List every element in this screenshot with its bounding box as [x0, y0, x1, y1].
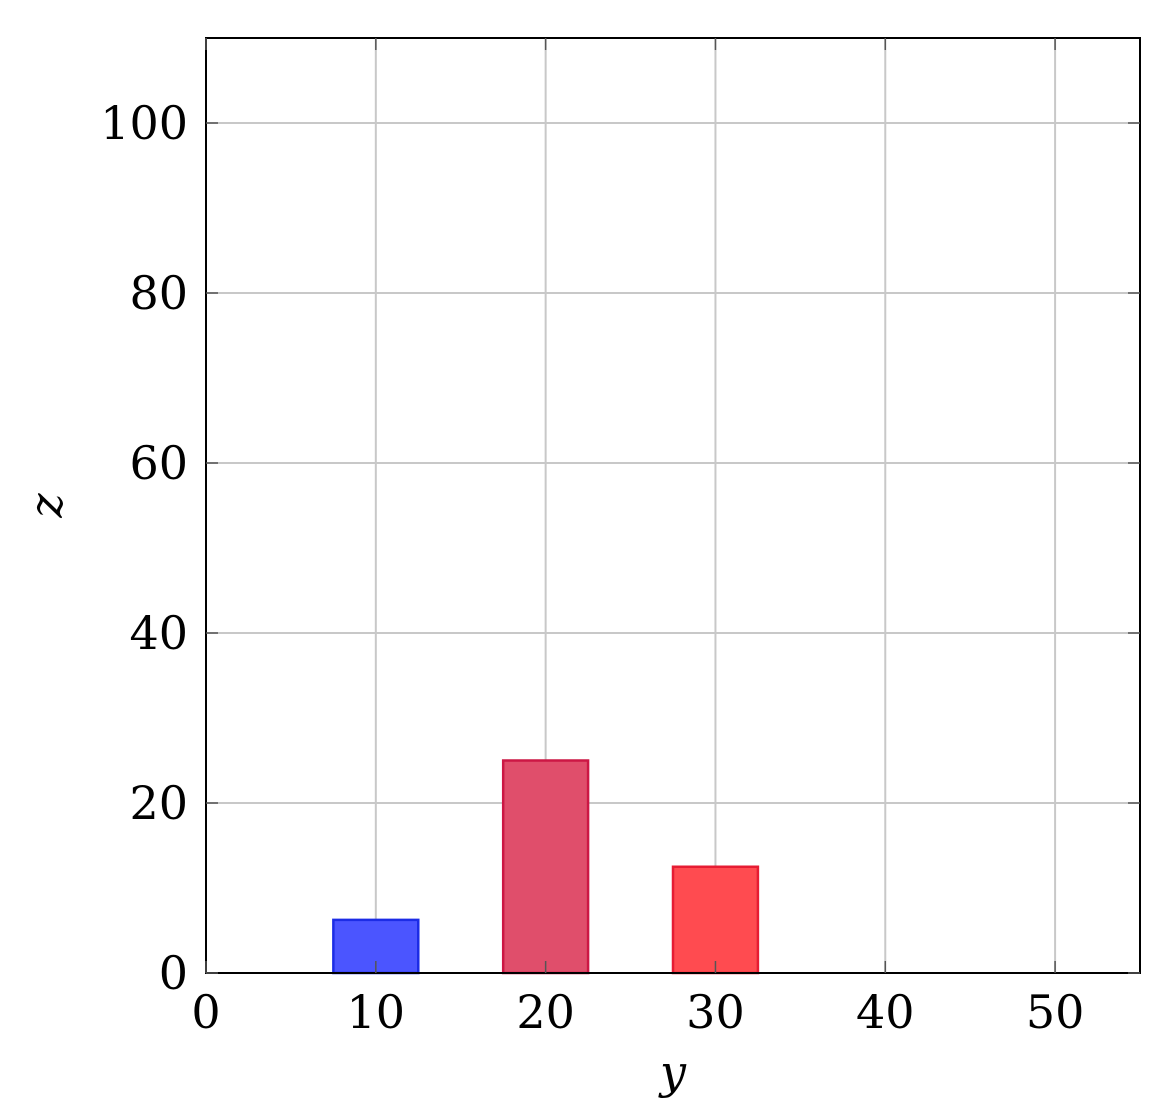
bar: [671, 865, 760, 975]
y-tick-label: 60: [129, 436, 188, 490]
x-tick-label: 50: [1026, 985, 1085, 1039]
x-tick-label: 0: [191, 985, 220, 1039]
x-tick-label: 40: [856, 985, 915, 1039]
x-tick-label: 30: [686, 985, 745, 1039]
y-axis-label: z: [19, 493, 73, 519]
bars: [332, 759, 760, 975]
plot-frame: [205, 37, 1141, 974]
y-tick-label: 80: [129, 266, 188, 320]
y-tick-labels: 0 20 40 60 80 100: [100, 96, 188, 1000]
grid: [206, 38, 1140, 973]
x-tick-labels: 0 10 20 30 40 50: [191, 985, 1084, 1039]
y-tick-label: 40: [129, 606, 188, 660]
y-tick-label: 20: [129, 776, 188, 830]
y-tick-label: 0: [159, 946, 188, 1000]
x-tick-label: 10: [347, 985, 406, 1039]
x-tick-label: 20: [516, 985, 575, 1039]
y-tick-label: 100: [100, 96, 188, 150]
bar: [501, 759, 590, 975]
x-axis-label: y: [658, 1045, 687, 1099]
tick-marks: [205, 38, 1140, 974]
